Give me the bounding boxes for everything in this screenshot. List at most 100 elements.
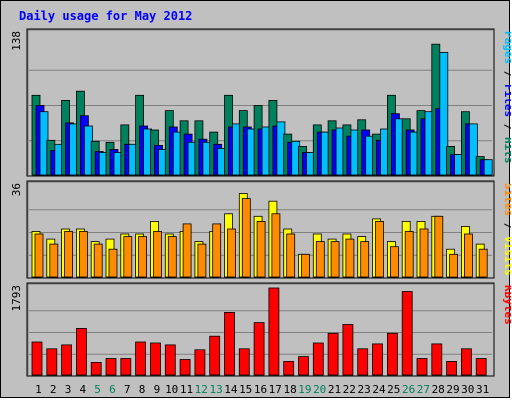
bar-kbytes-day-13	[209, 335, 221, 376]
bar-sites-day-6	[108, 248, 118, 278]
x-tick-label-day-22: 22	[343, 383, 356, 396]
bar-kbytes-day-27	[416, 358, 428, 376]
legend-top: Pages / Files / Hits	[502, 31, 511, 164]
bar-sites-day-8	[138, 236, 148, 278]
bar-sites-day-23	[360, 241, 370, 278]
legend-part-sites-0: Sites	[502, 183, 511, 216]
bar-sites-day-26	[404, 231, 414, 278]
bar-sites-day-1	[34, 233, 44, 278]
bar-kbytes-day-15	[238, 348, 250, 376]
x-tick-label-day-30: 30	[461, 383, 474, 396]
x-tick-label-day-12: 12	[195, 383, 208, 396]
bar-kbytes-day-8	[135, 341, 147, 376]
x-tick-label-day-9: 9	[154, 383, 161, 396]
bar-sites-day-28	[434, 215, 444, 278]
bar-kbytes-day-23	[357, 348, 369, 376]
bar-kbytes-day-7	[120, 358, 132, 376]
bar-sites-day-18	[286, 233, 296, 278]
x-tick-label-day-27: 27	[417, 383, 430, 396]
legend-part-kbytes-0: KBytes	[502, 285, 511, 325]
x-tick-label-day-6: 6	[109, 383, 116, 396]
x-tick-label-day-14: 14	[224, 383, 238, 396]
bar-sites-day-17	[271, 213, 281, 278]
x-tick-label-day-4: 4	[79, 383, 86, 396]
legend-part-visits-2: Visits	[502, 236, 511, 276]
bar-sites-day-16	[256, 220, 266, 278]
bar-kbytes-day-19	[298, 356, 309, 376]
bar-kbytes-day-26	[401, 291, 413, 376]
bar-sites-day-25	[389, 246, 399, 278]
x-tick-label-day-28: 28	[432, 383, 445, 396]
bar-kbytes-day-12	[194, 349, 206, 376]
bar-kbytes-day-1	[31, 341, 43, 376]
x-tick-label-day-17: 17	[269, 383, 282, 396]
x-tick-label-day-20: 20	[313, 383, 326, 396]
bar-pages-day-30	[468, 123, 478, 176]
bar-kbytes-day-20	[312, 342, 324, 376]
bar-sites-day-2	[49, 243, 59, 278]
bar-kbytes-day-4	[76, 327, 87, 376]
bar-sites-day-15	[241, 198, 251, 278]
bar-sites-day-22	[345, 238, 355, 278]
bar-kbytes-day-28	[431, 343, 443, 376]
bar-sites-day-9	[153, 231, 162, 278]
x-tick-label-day-8: 8	[139, 383, 146, 396]
bar-sites-day-31	[478, 248, 488, 278]
legend-part-files-2: Files	[502, 84, 511, 117]
x-tick-label-day-26: 26	[402, 383, 415, 396]
y-max-label: 138	[10, 31, 23, 51]
x-tick-label-day-1: 1	[35, 383, 42, 396]
bar-sites-day-4	[79, 231, 88, 278]
x-tick-label-day-21: 21	[328, 383, 341, 396]
x-tick-label-day-18: 18	[283, 383, 296, 396]
bar-sites-day-12	[197, 243, 207, 278]
bar-sites-day-5	[93, 243, 103, 278]
bar-sites-day-14	[227, 228, 236, 278]
bar-pages-day-28	[439, 52, 449, 176]
bar-kbytes-day-30	[460, 348, 472, 376]
x-tick-label-day-25: 25	[387, 383, 400, 396]
x-tick-label-day-2: 2	[50, 383, 57, 396]
x-tick-label-day-29: 29	[446, 383, 459, 396]
x-tick-label-day-7: 7	[124, 383, 131, 396]
bar-kbytes-day-10	[164, 344, 176, 376]
bar-kbytes-day-29	[446, 360, 458, 376]
bar-pages-day-31	[483, 159, 493, 176]
x-tick-label-day-16: 16	[254, 383, 267, 396]
x-tick-label-day-15: 15	[239, 383, 252, 396]
x-tick-label-day-24: 24	[372, 383, 386, 396]
legend-bottom: KBytes	[502, 285, 511, 325]
bar-kbytes-day-24	[372, 343, 383, 376]
bar-kbytes-day-16	[253, 322, 265, 376]
bar-kbytes-day-18	[283, 360, 295, 376]
bar-sites-day-13	[212, 223, 222, 278]
bar-kbytes-day-21	[327, 332, 339, 376]
legend-part--1: /	[502, 216, 511, 236]
bar-kbytes-day-31	[475, 358, 487, 376]
legend-part--3: /	[502, 117, 511, 137]
bar-sites-day-20	[315, 241, 325, 278]
bar-kbytes-day-9	[150, 342, 161, 376]
x-tick-label-day-5: 5	[94, 383, 101, 396]
x-tick-label-day-11: 11	[180, 383, 193, 396]
chart-title: Daily usage for May 2012	[19, 9, 192, 23]
legend-part--1: /	[502, 64, 511, 84]
bar-kbytes-day-22	[342, 324, 354, 376]
bar-kbytes-day-5	[90, 361, 102, 376]
legend-part-hits-4: Hits	[502, 137, 511, 164]
x-tick-label-day-10: 10	[165, 383, 178, 396]
y-max-label: 1793	[10, 285, 23, 312]
x-tick-label-day-19: 19	[298, 383, 311, 396]
bar-kbytes-day-2	[46, 348, 58, 376]
x-tick-label-day-3: 3	[65, 383, 72, 396]
bar-sites-day-7	[123, 236, 133, 278]
bar-kbytes-day-3	[61, 344, 72, 376]
bar-sites-day-27	[419, 228, 429, 278]
bar-sites-day-21	[330, 241, 340, 278]
x-tick-label-day-13: 13	[209, 383, 222, 396]
bar-kbytes-day-25	[386, 332, 398, 376]
legend-part-pages-0: Pages	[502, 31, 511, 64]
